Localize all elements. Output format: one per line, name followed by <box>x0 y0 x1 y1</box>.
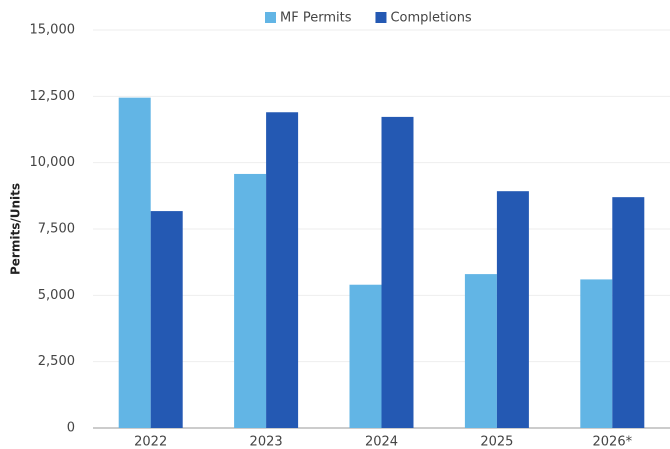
bar <box>580 279 613 428</box>
bar <box>266 112 299 429</box>
y-axis-title: Permits/Units <box>9 183 23 275</box>
bar <box>464 274 497 428</box>
bar <box>150 211 183 428</box>
bar <box>612 197 645 428</box>
legend-label: Completions <box>390 11 471 26</box>
y-tick-label: 0 <box>67 421 75 436</box>
x-tick-label: 2024 <box>365 435 398 449</box>
bar <box>118 97 151 428</box>
bar <box>234 173 267 428</box>
bar <box>496 191 529 428</box>
x-tick-label: 2023 <box>250 435 283 449</box>
x-tick-label: 2026* <box>593 435 633 449</box>
y-tick-label: 7,500 <box>38 222 75 237</box>
legend-swatch <box>375 12 387 23</box>
y-tick-label: 2,500 <box>38 354 75 369</box>
y-tick-label: 5,000 <box>38 288 75 303</box>
y-tick-label: 12,500 <box>30 89 76 104</box>
x-tick-label: 2025 <box>480 435 513 449</box>
x-tick-label: 2022 <box>134 435 167 449</box>
y-tick-label: 10,000 <box>30 155 76 170</box>
bar <box>381 116 414 428</box>
bar <box>349 284 382 428</box>
y-tick-label: 15,000 <box>30 23 76 38</box>
legend-label: MF Permits <box>280 11 352 26</box>
legend-swatch <box>265 12 276 23</box>
